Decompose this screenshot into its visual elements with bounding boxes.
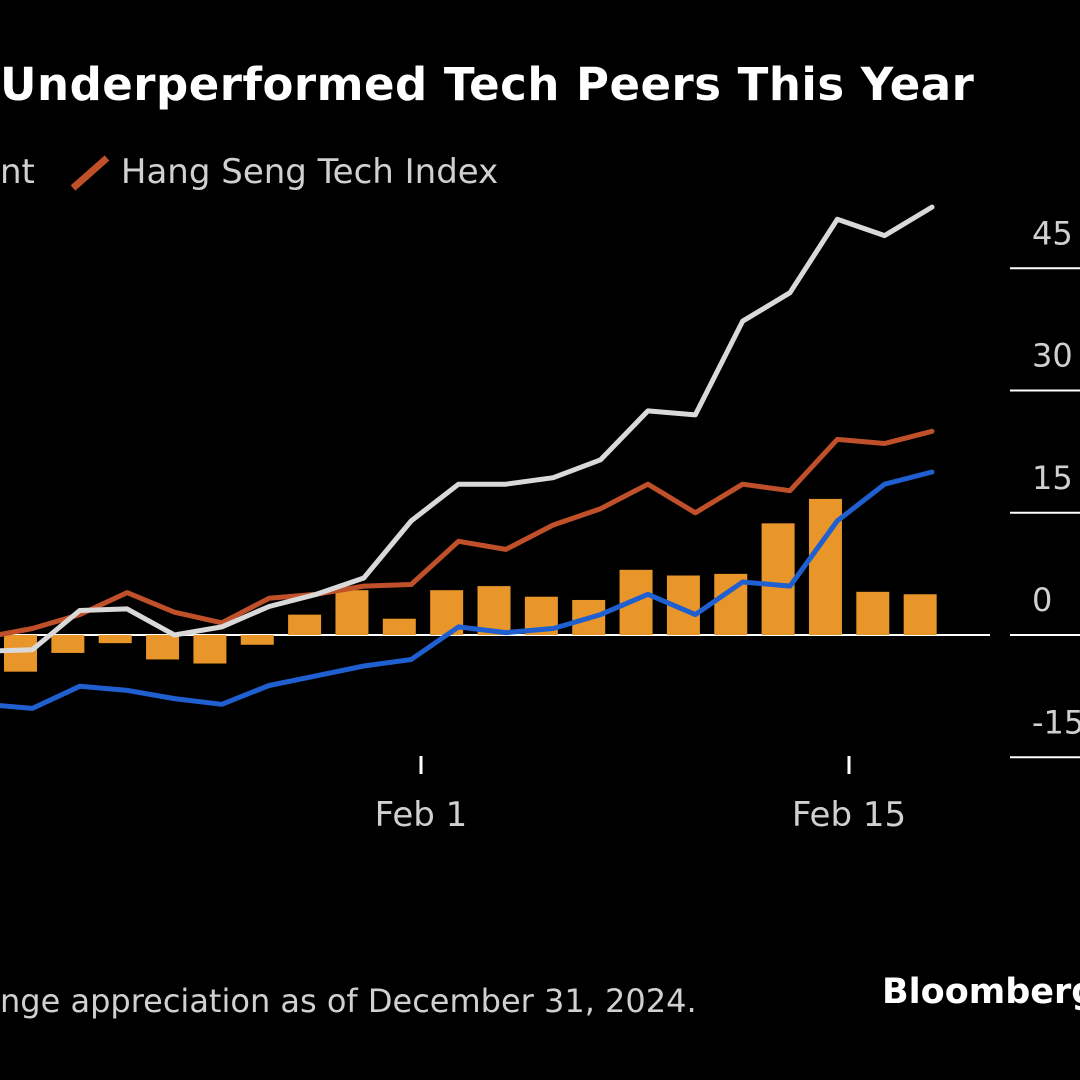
legend-swatch-hang-seng-icon	[69, 152, 113, 192]
bar-6	[288, 614, 322, 635]
bar-4	[193, 635, 227, 664]
x-tick-label-0: Feb 1	[375, 795, 468, 835]
y-tick-label-3: 0	[1032, 581, 1052, 619]
footnote: nge appreciation as of December 31, 2024…	[0, 982, 697, 1020]
y-tick-label-0: 45	[1032, 214, 1073, 252]
bar-19	[903, 594, 937, 635]
bar-8	[382, 618, 416, 635]
legend-item-label-1: Hang Seng Tech Index	[120, 152, 499, 192]
y-tick-label-1: 30	[1032, 337, 1073, 375]
bar-3	[146, 635, 180, 660]
y-tick-label-4: -15	[1032, 703, 1080, 741]
bar-2	[98, 635, 132, 644]
chart-title: Underperformed Tech Peers This Year	[0, 58, 975, 111]
bar-7	[335, 590, 369, 635]
bar-0	[4, 635, 38, 672]
bar-5	[240, 635, 274, 645]
bar-18	[856, 591, 890, 635]
x-tick-label-1: Feb 15	[792, 795, 906, 835]
source-logo: Bloomberg	[882, 972, 1080, 1012]
legend-item-label-0: nt	[0, 152, 35, 192]
series-line-2	[0, 469, 935, 711]
series-line-0	[0, 204, 935, 654]
series-line-1	[0, 428, 935, 638]
bar-16	[761, 523, 795, 635]
legend: nt Hang Seng Tech Index	[0, 152, 498, 192]
y-tick-label-2: 15	[1032, 459, 1073, 497]
bar-10	[477, 586, 511, 635]
bar-1	[51, 635, 85, 653]
